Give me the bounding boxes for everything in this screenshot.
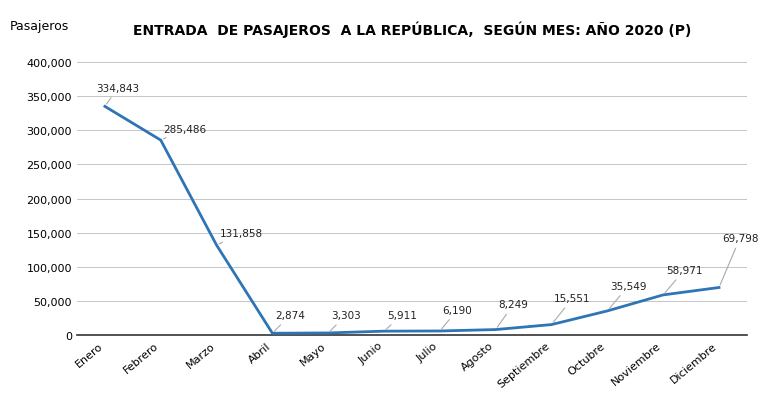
Text: 334,843: 334,843	[96, 83, 139, 105]
Text: 69,798: 69,798	[720, 234, 758, 285]
Text: Pasajeros: Pasajeros	[10, 20, 69, 34]
Text: 8,249: 8,249	[497, 299, 528, 328]
Text: 6,190: 6,190	[442, 305, 473, 329]
Text: 5,911: 5,911	[386, 310, 417, 330]
Text: 58,971: 58,971	[665, 265, 702, 293]
Text: 15,551: 15,551	[553, 293, 591, 323]
Text: 3,303: 3,303	[330, 310, 361, 331]
Title: ENTRADA  DE PASAJEROS  A LA REPÚBLICA,  SEGÚN MES: AÑO 2020 (P): ENTRADA DE PASAJEROS A LA REPÚBLICA, SEG…	[132, 22, 691, 38]
Text: 131,858: 131,858	[219, 229, 263, 244]
Text: 2,874: 2,874	[274, 310, 305, 331]
Text: 35,549: 35,549	[609, 281, 647, 309]
Text: 285,486: 285,486	[163, 124, 206, 139]
